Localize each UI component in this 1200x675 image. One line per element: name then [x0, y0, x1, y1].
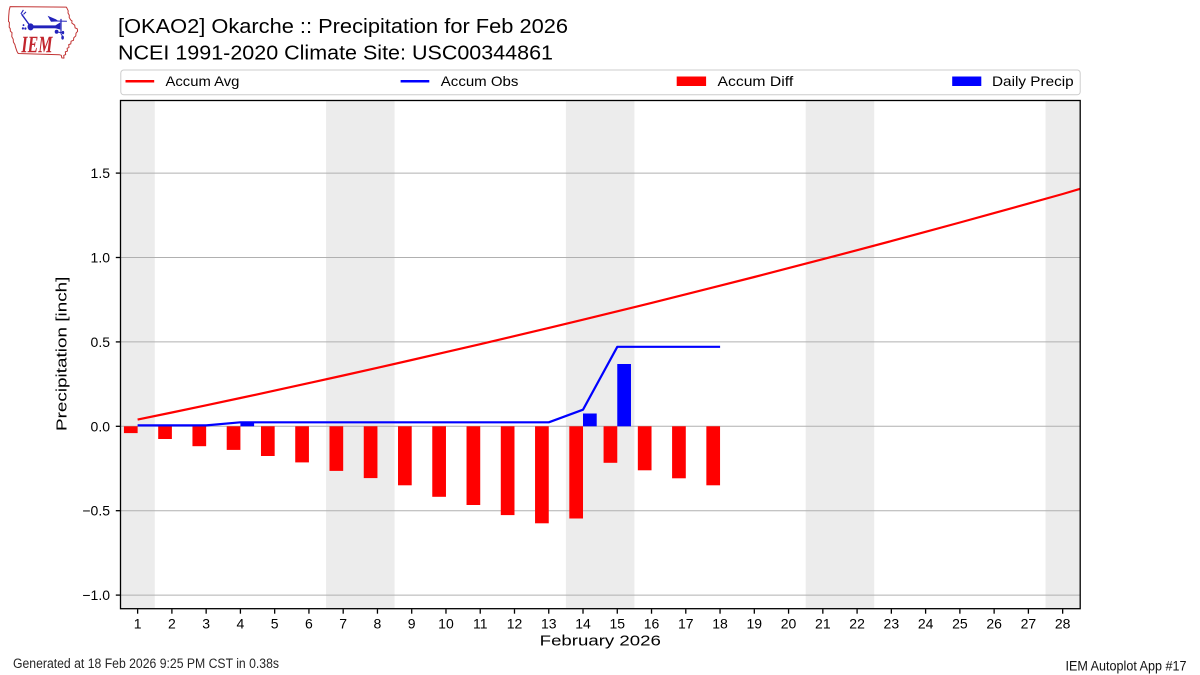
svg-text:17: 17 — [678, 616, 694, 632]
svg-text:−0.5: −0.5 — [82, 503, 110, 519]
svg-text:24: 24 — [918, 616, 934, 632]
svg-text:18: 18 — [712, 616, 728, 632]
svg-text:27: 27 — [1021, 616, 1037, 632]
svg-text:−1.0: −1.0 — [82, 587, 110, 603]
svg-text:16: 16 — [644, 616, 660, 632]
svg-text:26: 26 — [986, 616, 1002, 632]
svg-text:14: 14 — [575, 616, 591, 632]
svg-text:23: 23 — [884, 616, 900, 632]
svg-text:Generated at 18 Feb 2026 9:25: Generated at 18 Feb 2026 9:25 PM CST in … — [13, 656, 279, 671]
svg-text:1.0: 1.0 — [91, 250, 111, 266]
svg-text:3: 3 — [202, 616, 210, 632]
svg-text:8: 8 — [374, 616, 382, 632]
svg-text:13: 13 — [541, 616, 557, 632]
svg-text:0.0: 0.0 — [91, 418, 111, 434]
svg-text:[OKAO2] Okarche :: Precipitati: [OKAO2] Okarche :: Precipitation for Feb… — [118, 15, 568, 38]
svg-text:9: 9 — [408, 616, 416, 632]
svg-text:7: 7 — [339, 616, 347, 632]
svg-text:5: 5 — [271, 616, 279, 632]
svg-text:2: 2 — [168, 616, 176, 632]
svg-text:19: 19 — [747, 616, 763, 632]
svg-text:11: 11 — [473, 616, 488, 632]
svg-text:20: 20 — [781, 616, 797, 632]
svg-text:NCEI 1991-2020 Climate Site: U: NCEI 1991-2020 Climate Site: USC00344861 — [118, 42, 553, 65]
svg-text:1.5: 1.5 — [91, 165, 111, 181]
svg-text:0.5: 0.5 — [91, 334, 111, 350]
svg-text:10: 10 — [438, 616, 454, 632]
svg-text:21: 21 — [815, 616, 831, 632]
svg-text:22: 22 — [849, 616, 865, 632]
svg-text:6: 6 — [305, 616, 313, 632]
svg-text:Daily Precip: Daily Precip — [992, 73, 1074, 89]
svg-text:12: 12 — [507, 616, 523, 632]
svg-text:Accum Avg: Accum Avg — [166, 73, 240, 89]
svg-text:Precipitation [inch]: Precipitation [inch] — [53, 277, 70, 432]
svg-text:February 2026: February 2026 — [540, 633, 661, 650]
svg-text:4: 4 — [237, 616, 245, 632]
svg-text:Accum Obs: Accum Obs — [441, 73, 519, 89]
svg-text:15: 15 — [609, 616, 625, 632]
svg-text:IEM Autoplot App #17: IEM Autoplot App #17 — [1066, 659, 1187, 674]
svg-text:Accum Diff: Accum Diff — [718, 73, 794, 89]
svg-text:25: 25 — [952, 616, 968, 632]
svg-text:28: 28 — [1055, 616, 1071, 632]
svg-text:1: 1 — [134, 616, 142, 632]
